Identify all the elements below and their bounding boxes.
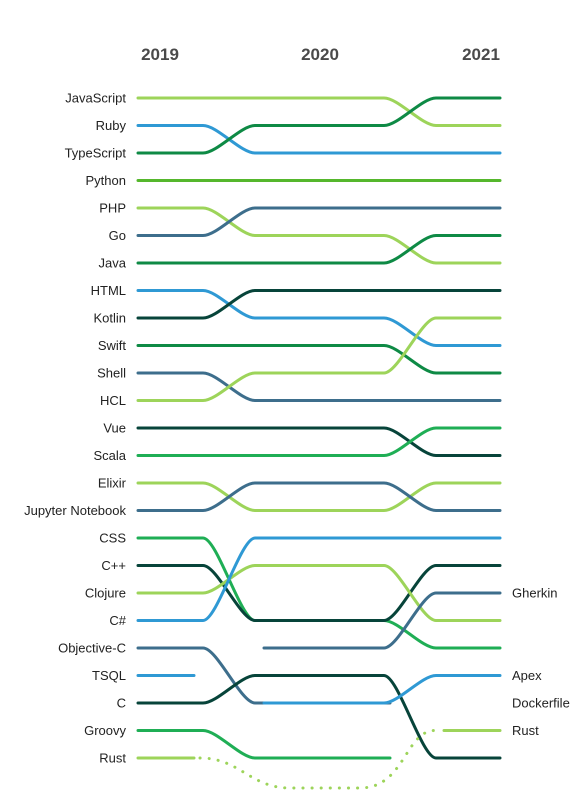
year-label-2019: 2019 <box>141 45 179 64</box>
line-clojure <box>136 564 502 622</box>
label-php: PHP <box>99 201 126 216</box>
label-scala: Scala <box>93 448 126 463</box>
label-html: HTML <box>91 283 126 298</box>
label-javascript: JavaScript <box>65 91 126 106</box>
line-kotlin <box>136 289 502 320</box>
line-ruby <box>136 124 502 155</box>
label-clojure: Clojure <box>85 586 126 601</box>
label-rust: Rust <box>99 751 126 766</box>
label-css: CSS <box>99 531 126 546</box>
right-label-gherkin: Gherkin <box>512 586 558 601</box>
line-php <box>136 206 502 265</box>
line-swift <box>136 344 502 375</box>
line-shell <box>136 371 502 402</box>
line-csharp <box>136 536 502 622</box>
label-java: Java <box>99 256 127 271</box>
line-cpp <box>136 564 502 622</box>
line-javascript <box>136 96 502 127</box>
label-ruby: Ruby <box>96 118 127 133</box>
line-java <box>136 234 502 265</box>
label-tsql: TSQL <box>92 668 126 683</box>
line-objective-c <box>136 646 392 705</box>
line-elixir <box>136 481 502 512</box>
line-apex <box>262 674 502 705</box>
label-jupyter-notebook: Jupyter Notebook <box>24 503 126 518</box>
line-groovy <box>136 729 392 760</box>
year-label-2020: 2020 <box>301 45 339 64</box>
line-c <box>136 674 502 760</box>
line-hcl <box>136 316 502 402</box>
line-scala <box>136 426 502 457</box>
label-go: Go <box>109 228 126 243</box>
label-kotlin: Kotlin <box>93 311 126 326</box>
label-groovy: Groovy <box>84 723 126 738</box>
label-objective-c: Objective-C <box>58 641 126 656</box>
right-label-dockerfile: Dockerfile <box>512 696 570 711</box>
label-cpp: C++ <box>101 558 126 573</box>
line-jupyter-notebook <box>136 481 502 512</box>
line-go <box>136 206 502 237</box>
label-c: C <box>117 696 126 711</box>
line-vue <box>136 426 502 457</box>
label-shell: Shell <box>97 366 126 381</box>
label-hcl: HCL <box>100 393 126 408</box>
right-label-apex: Apex <box>512 668 542 683</box>
label-vue: Vue <box>103 421 126 436</box>
label-typescript: TypeScript <box>65 146 127 161</box>
year-label-2021: 2021 <box>462 45 500 64</box>
line-html <box>136 289 502 347</box>
label-csharp: C# <box>109 613 126 628</box>
line-gherkin <box>262 591 502 650</box>
right-label-rust: Rust <box>512 723 539 738</box>
label-python: Python <box>86 173 126 188</box>
label-elixir: Elixir <box>98 476 127 491</box>
line-typescript <box>136 96 502 155</box>
label-swift: Swift <box>98 338 127 353</box>
